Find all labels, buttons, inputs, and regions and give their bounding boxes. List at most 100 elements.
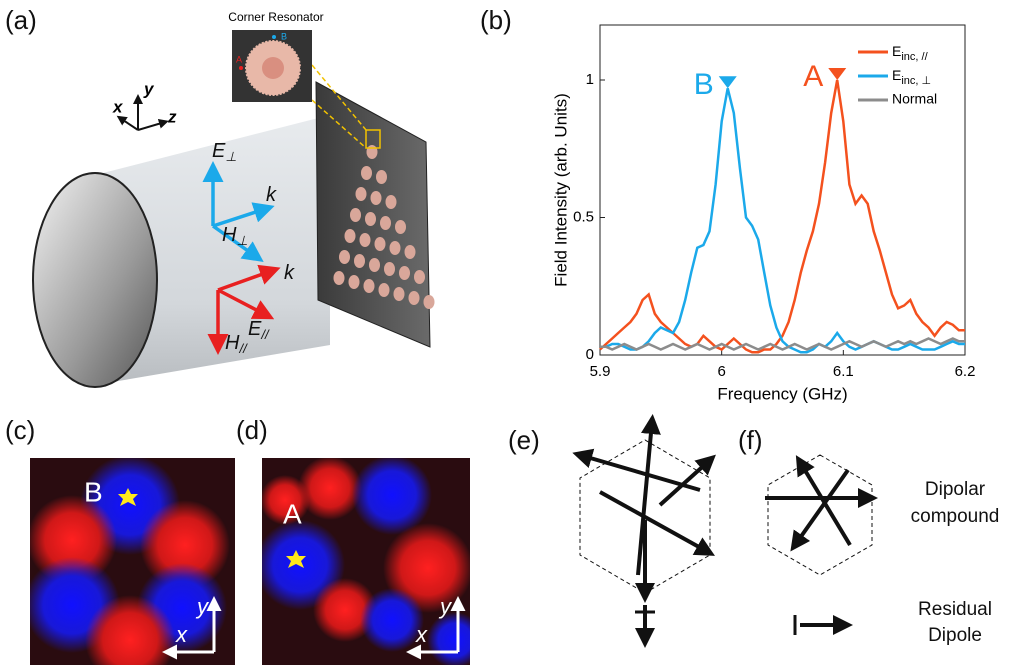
panel-label: (f) [738,425,763,455]
source-star [286,550,306,568]
x-tick-label: 6 [717,363,725,380]
x-tick-label: 6.1 [833,363,854,380]
resonator-dot [348,275,360,289]
dipole [572,448,701,492]
resonator-dot [374,237,386,251]
axis-label: y [143,79,155,98]
dipole [790,468,850,552]
x-tick-label: 5.9 [590,363,611,380]
caption: Dipole [928,625,982,646]
vector-label: H⊥ [222,224,248,248]
inset-title: Corner Resonator [228,10,323,24]
resonator-dot [376,170,387,184]
dipole [636,414,661,576]
vector-label: k [266,184,277,206]
vector-main: k [284,262,295,284]
vector-sub: // [260,327,270,342]
panel-e [572,414,716,648]
resonator-dot [399,266,410,280]
panel-c: B x y [30,458,235,665]
resonator-dot [395,220,406,234]
resonator-dot [366,145,378,159]
axis-label: z [167,107,177,126]
resonator-dot [404,245,416,259]
plot-frame [599,24,966,356]
y-axis-label: Field Intensity (arb. Units) [551,93,570,287]
field-map [30,458,235,665]
marker-a [239,66,243,70]
vector-main: E [212,140,226,162]
series-line [600,337,965,351]
resonator-dot [355,187,367,201]
panel-label: (c) [5,415,35,445]
resonator-core [262,57,284,79]
dipole [599,490,715,556]
resonator-dot [369,258,380,272]
resonator-dot [363,279,375,293]
chart: 5.9 6 6.1 6.2 0 0.5 1 Frequency (GHz) Field Inte… [551,24,976,403]
vector-label: E⊥ [212,140,237,164]
y-tick-label: 1 [586,71,594,88]
x-axis-label: Frequency (GHz) [717,384,847,403]
leader [311,64,367,131]
legend-label: Einc, // [892,43,929,63]
highlight [365,129,381,149]
source-star [118,488,138,506]
resonator-dot [423,295,435,309]
panel-labels: (a) (b) (c) (d) (e) (f) [5,5,763,455]
resonator-dot [333,271,345,285]
vector-main: H [222,224,237,246]
resonator-dot [344,229,356,243]
peak-marker [718,76,737,89]
axis-label: y [438,594,453,619]
vector-main: E [248,318,262,340]
leader [311,99,367,149]
vector-label: H// [225,332,248,356]
marker-b [272,35,276,39]
resonator-dot [408,291,420,305]
dipole [658,454,716,507]
peak-label: B [694,68,714,101]
panel-label: (a) [5,5,37,35]
hexagon [767,454,873,576]
vector [217,288,275,320]
caption: compound [911,506,1000,527]
y-tick-label: 0.5 [573,208,594,225]
inset-label: A [236,54,242,64]
panel-label: (e) [508,425,540,455]
legend-label: Einc, ⊥ [892,67,931,87]
resonator-dot [378,283,390,297]
resonator-dot [370,191,382,205]
resonator-dot [384,262,395,276]
vector-sub: ⊥ [236,233,247,248]
resonator-dot [359,233,371,247]
mode-label: B [84,476,103,507]
axis-label: x [175,622,188,647]
resonator-dot [339,250,350,264]
legend-label: Normal [892,91,937,107]
resonator-dot [354,254,365,268]
peak-label: A [803,60,823,93]
axes-icon [116,94,169,131]
vector-label: E// [248,318,270,342]
mode-label: A [283,498,302,529]
resonator-dot [385,195,397,209]
x-tick-label: 6.2 [955,363,976,380]
vector [217,264,281,292]
panel-d: A x y [262,458,470,665]
vector [212,202,275,228]
axis-label: y [195,594,210,619]
inset-label: B [281,31,287,41]
vector-main: k [266,184,277,206]
resonator-dot [393,287,405,301]
series-line [599,79,965,354]
resonator-dot [389,241,401,255]
caption: Residual [918,599,992,620]
panel-f [765,454,878,635]
vector-sub: // [238,341,248,356]
peak-marker [828,68,847,80]
field-map [262,458,470,665]
axis-label: x [415,622,428,647]
resonator-dot [414,270,425,284]
